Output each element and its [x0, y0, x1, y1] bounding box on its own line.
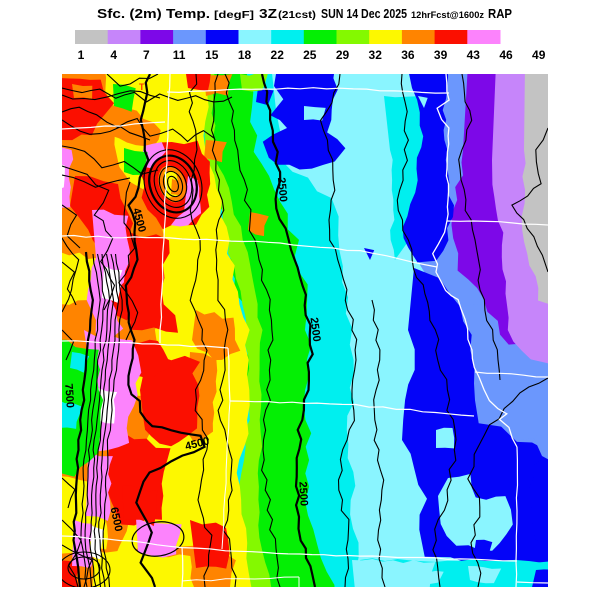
- svg-text:29: 29: [336, 48, 350, 62]
- svg-text:39: 39: [434, 48, 448, 62]
- svg-text:36: 36: [401, 48, 415, 62]
- svg-text:4: 4: [110, 48, 117, 62]
- svg-text:2500: 2500: [308, 317, 323, 343]
- svg-text:SUN 14 Dec 2025: SUN 14 Dec 2025: [321, 6, 407, 21]
- svg-text:46: 46: [499, 48, 513, 62]
- svg-text:RAP: RAP: [488, 6, 512, 21]
- svg-text:2500: 2500: [275, 177, 289, 202]
- svg-text:18: 18: [238, 48, 252, 62]
- svg-text:43: 43: [467, 48, 481, 62]
- svg-text:49: 49: [532, 48, 546, 62]
- svg-text:T: T: [139, 82, 145, 92]
- svg-text:25: 25: [303, 48, 317, 62]
- svg-text:15: 15: [205, 48, 219, 62]
- svg-text:1: 1: [78, 48, 85, 62]
- svg-text:6500: 6500: [108, 506, 125, 532]
- svg-text:22: 22: [271, 48, 285, 62]
- svg-text:(21cst): (21cst): [278, 10, 316, 21]
- svg-text:4500: 4500: [184, 435, 211, 453]
- svg-text:7500: 7500: [62, 383, 76, 408]
- svg-text:7: 7: [143, 48, 150, 62]
- svg-text:2500: 2500: [296, 481, 309, 506]
- svg-text:Sfc. (2m) Temp.: Sfc. (2m) Temp.: [97, 6, 210, 21]
- svg-text:[degF]: [degF]: [214, 10, 254, 21]
- svg-text:32: 32: [369, 48, 383, 62]
- svg-text:11: 11: [173, 48, 186, 62]
- svg-text:12hrFcst@1600z: 12hrFcst@1600z: [411, 10, 484, 21]
- svg-text:3Z: 3Z: [259, 6, 277, 21]
